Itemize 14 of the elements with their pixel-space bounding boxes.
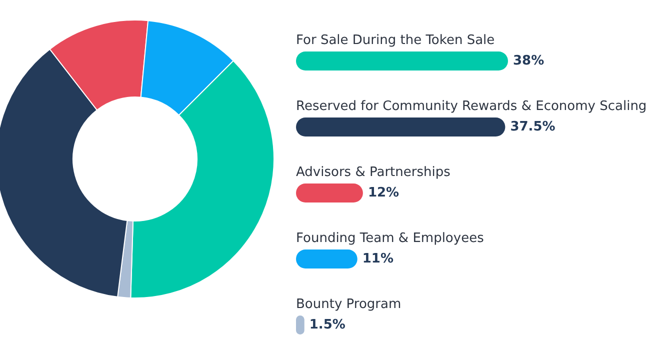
data-label: 12% — [368, 186, 400, 200]
data-label: 11% — [362, 252, 394, 266]
data-label: 1.5% — [309, 318, 346, 332]
y-tick-label: For Sale During the Token Sale — [296, 33, 495, 48]
y-tick-label: Founding Team & Employees — [296, 231, 484, 246]
bar — [296, 52, 508, 70]
data-label: 37.5% — [510, 120, 556, 134]
y-tick-label: Advisors & Partnerships — [296, 165, 451, 180]
y-tick-label: Bounty Program — [296, 297, 402, 312]
bar — [296, 250, 358, 268]
bar — [296, 184, 363, 202]
y-tick-label: Reserved for Community Rewards & Economy Scaling — [296, 99, 647, 114]
bar — [296, 118, 506, 136]
data-label: 38% — [513, 54, 544, 68]
